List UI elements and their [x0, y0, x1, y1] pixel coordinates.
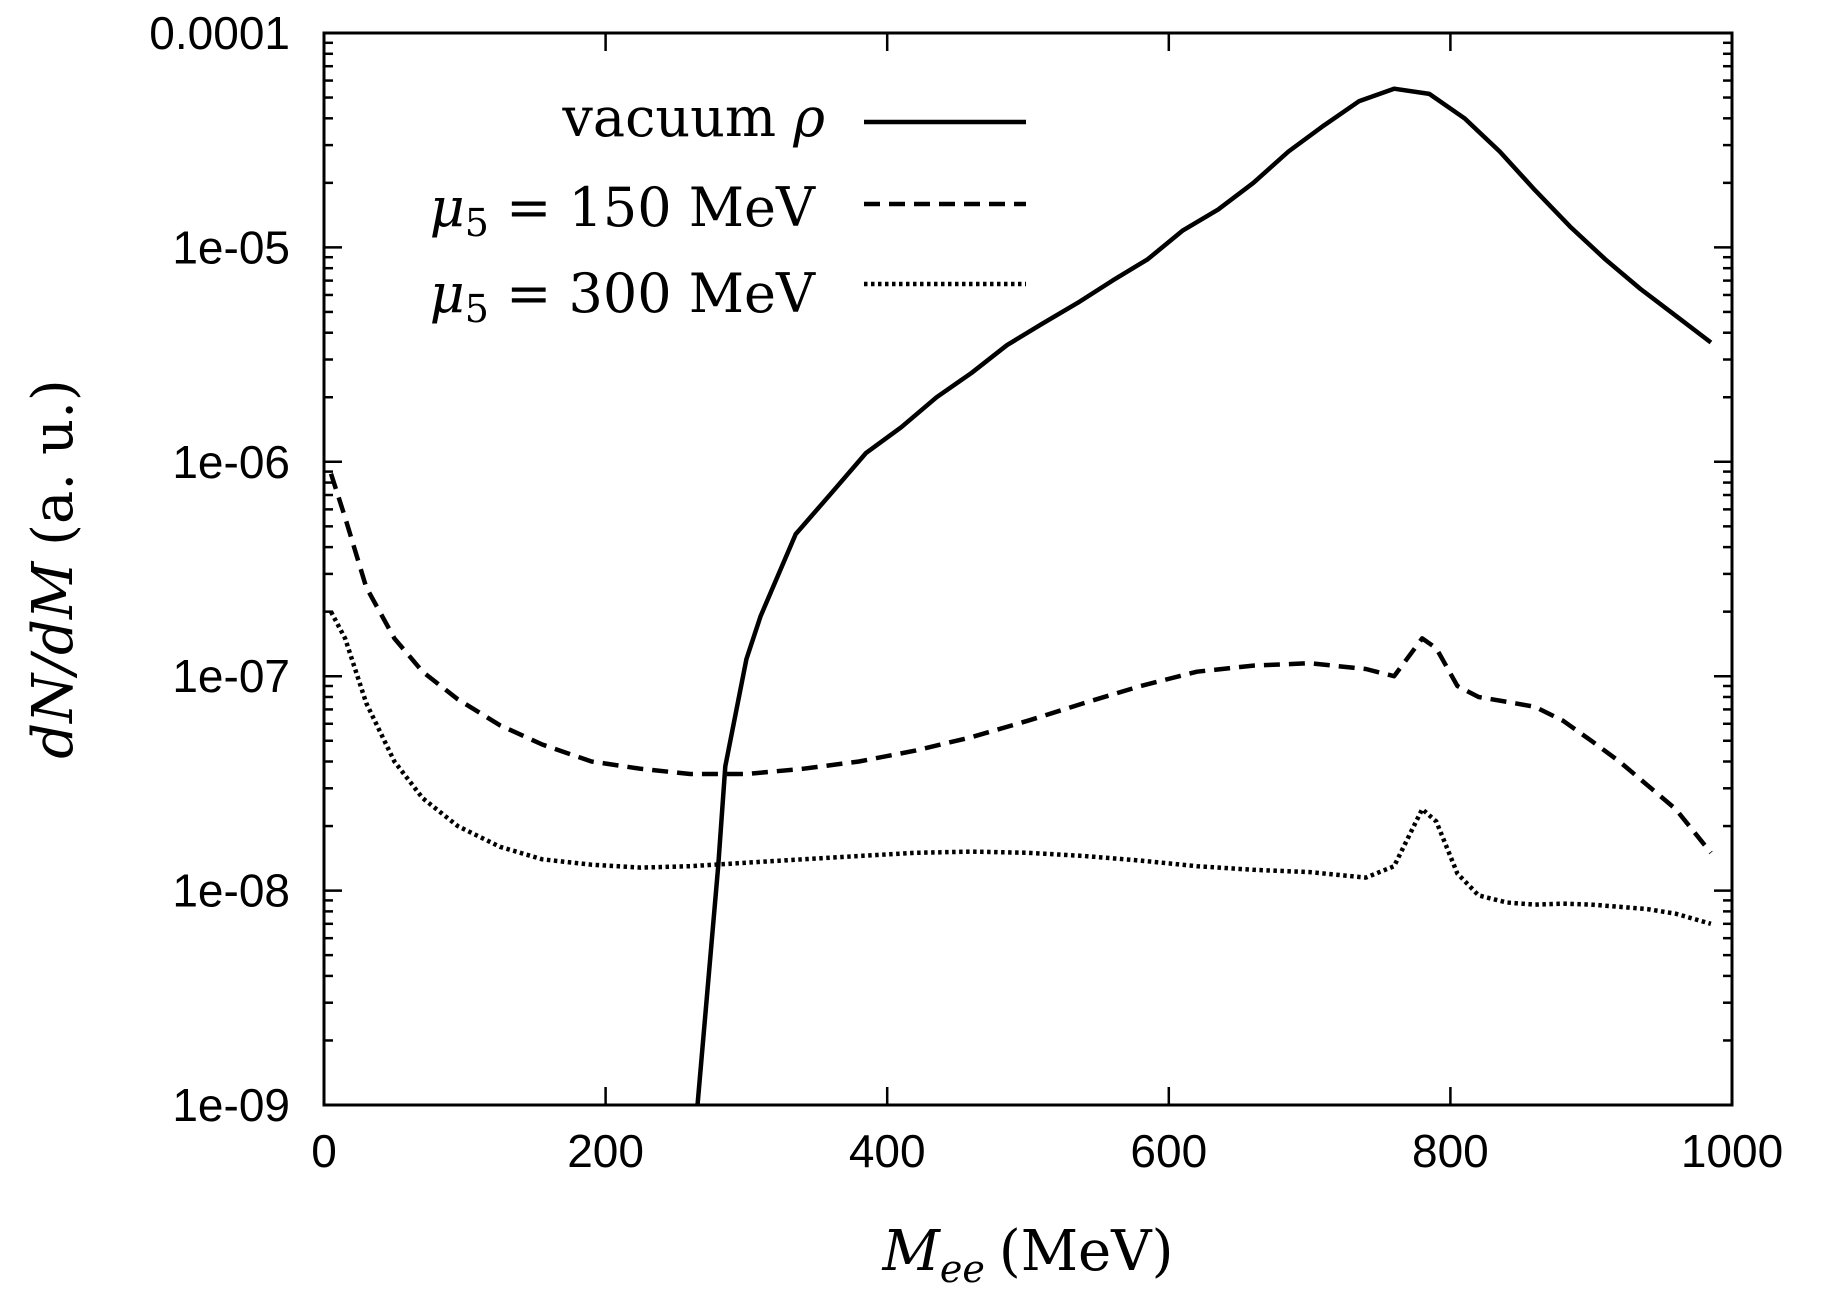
x-axis-unit: (MeV) — [999, 1219, 1174, 1284]
legend-mu150-symbol: μ — [430, 176, 465, 239]
x-tick-label: 0 — [311, 1125, 337, 1177]
y-tick-label: 1e-08 — [172, 865, 290, 917]
legend-mu150-text: = 150 MeV — [489, 176, 816, 239]
y-tick-label: 1e-09 — [172, 1079, 290, 1131]
series-line-2 — [329, 610, 1712, 926]
x-tick-label: 800 — [1412, 1125, 1489, 1177]
legend-mu300-text: = 300 MeV — [489, 262, 816, 325]
legend-label-mu150: μ5 = 150 MeV — [430, 176, 816, 245]
legend-mu300-symbol: μ — [430, 262, 465, 325]
y-tick-label: 0.0001 — [149, 7, 290, 59]
x-tick-labels: 0 200 400 600 800 1000 — [311, 1125, 1783, 1177]
y-axis-unit: (a. u.) — [21, 379, 86, 546]
x-tick-label: 1000 — [1681, 1125, 1783, 1177]
legend: vacuum ρ μ5 = 150 MeV μ5 = 300 MeV — [430, 86, 1026, 331]
plot-frame — [322, 31, 1734, 1107]
legend-vacuum-symbol: ρ — [792, 86, 825, 149]
x-tick-label: 400 — [849, 1125, 926, 1177]
x-tick-label: 600 — [1130, 1125, 1207, 1177]
legend-label-vacuum: vacuum ρ — [561, 86, 825, 149]
y-tick-labels: 1e-09 1e-08 1e-07 1e-06 1e-05 0.0001 — [149, 7, 290, 1131]
x-axis-symbol: M — [882, 1219, 942, 1284]
x-axis-title: Mee (MeV) — [882, 1219, 1174, 1291]
legend-vacuum-text: vacuum — [561, 86, 793, 149]
y-axis-math: dN/dM — [21, 560, 86, 759]
x-axis-subscript: ee — [940, 1247, 985, 1291]
legend-label-mu300: μ5 = 300 MeV — [430, 262, 816, 331]
series-layer — [328, 86, 1713, 1105]
legend-mu150-sub: 5 — [465, 201, 489, 245]
y-axis-title: dN/dM (a. u.) — [21, 379, 86, 758]
series-line-1 — [328, 473, 1713, 855]
series-line-0 — [695, 86, 1713, 1105]
x-tick-label: 200 — [567, 1125, 644, 1177]
y-tick-label: 1e-05 — [172, 221, 290, 273]
legend-mu300-sub: 5 — [465, 287, 489, 331]
y-tick-label: 1e-06 — [172, 436, 290, 488]
y-tick-label: 1e-07 — [172, 650, 290, 702]
